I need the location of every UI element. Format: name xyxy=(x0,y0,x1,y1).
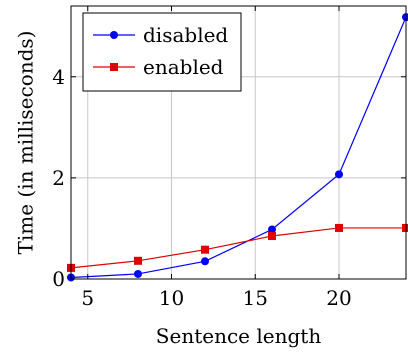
y-axis-title: Time (in milliseconds) xyxy=(14,31,38,255)
series-line-enabled xyxy=(71,227,406,269)
series-enabled xyxy=(67,223,408,272)
data-point xyxy=(268,225,276,234)
x-ticks: 5 10 15 20 xyxy=(81,6,352,310)
data-point xyxy=(134,256,142,265)
x-tick-label: 10 xyxy=(159,286,184,310)
legend-label: enabled xyxy=(143,55,224,79)
data-point xyxy=(201,257,209,266)
legend-box xyxy=(82,12,242,92)
data-point xyxy=(335,170,343,179)
data-point xyxy=(402,13,408,22)
y-ticks: 0 2 4 xyxy=(52,65,406,291)
legend-marker xyxy=(110,31,118,39)
data-point xyxy=(134,269,142,278)
x-tick-label: 20 xyxy=(326,286,351,310)
y-tick-label: 0 xyxy=(52,267,65,291)
x-tick-label: 15 xyxy=(243,286,268,310)
series-disabled xyxy=(67,13,408,282)
y-tick-label: 2 xyxy=(52,166,65,190)
series-line-disabled xyxy=(71,16,406,279)
data-point xyxy=(335,223,343,232)
data-point xyxy=(402,223,408,232)
legend-label: disabled xyxy=(143,23,228,47)
series-group xyxy=(67,13,408,282)
y-tick-label: 4 xyxy=(52,65,65,89)
x-axis-title: Sentence length xyxy=(156,324,322,348)
data-point xyxy=(201,245,209,254)
legend-marker xyxy=(110,63,118,71)
x-tick-label: 5 xyxy=(81,286,94,310)
legend: disabled enabled xyxy=(82,12,242,92)
plot-frame xyxy=(70,5,407,280)
data-point xyxy=(268,232,276,241)
